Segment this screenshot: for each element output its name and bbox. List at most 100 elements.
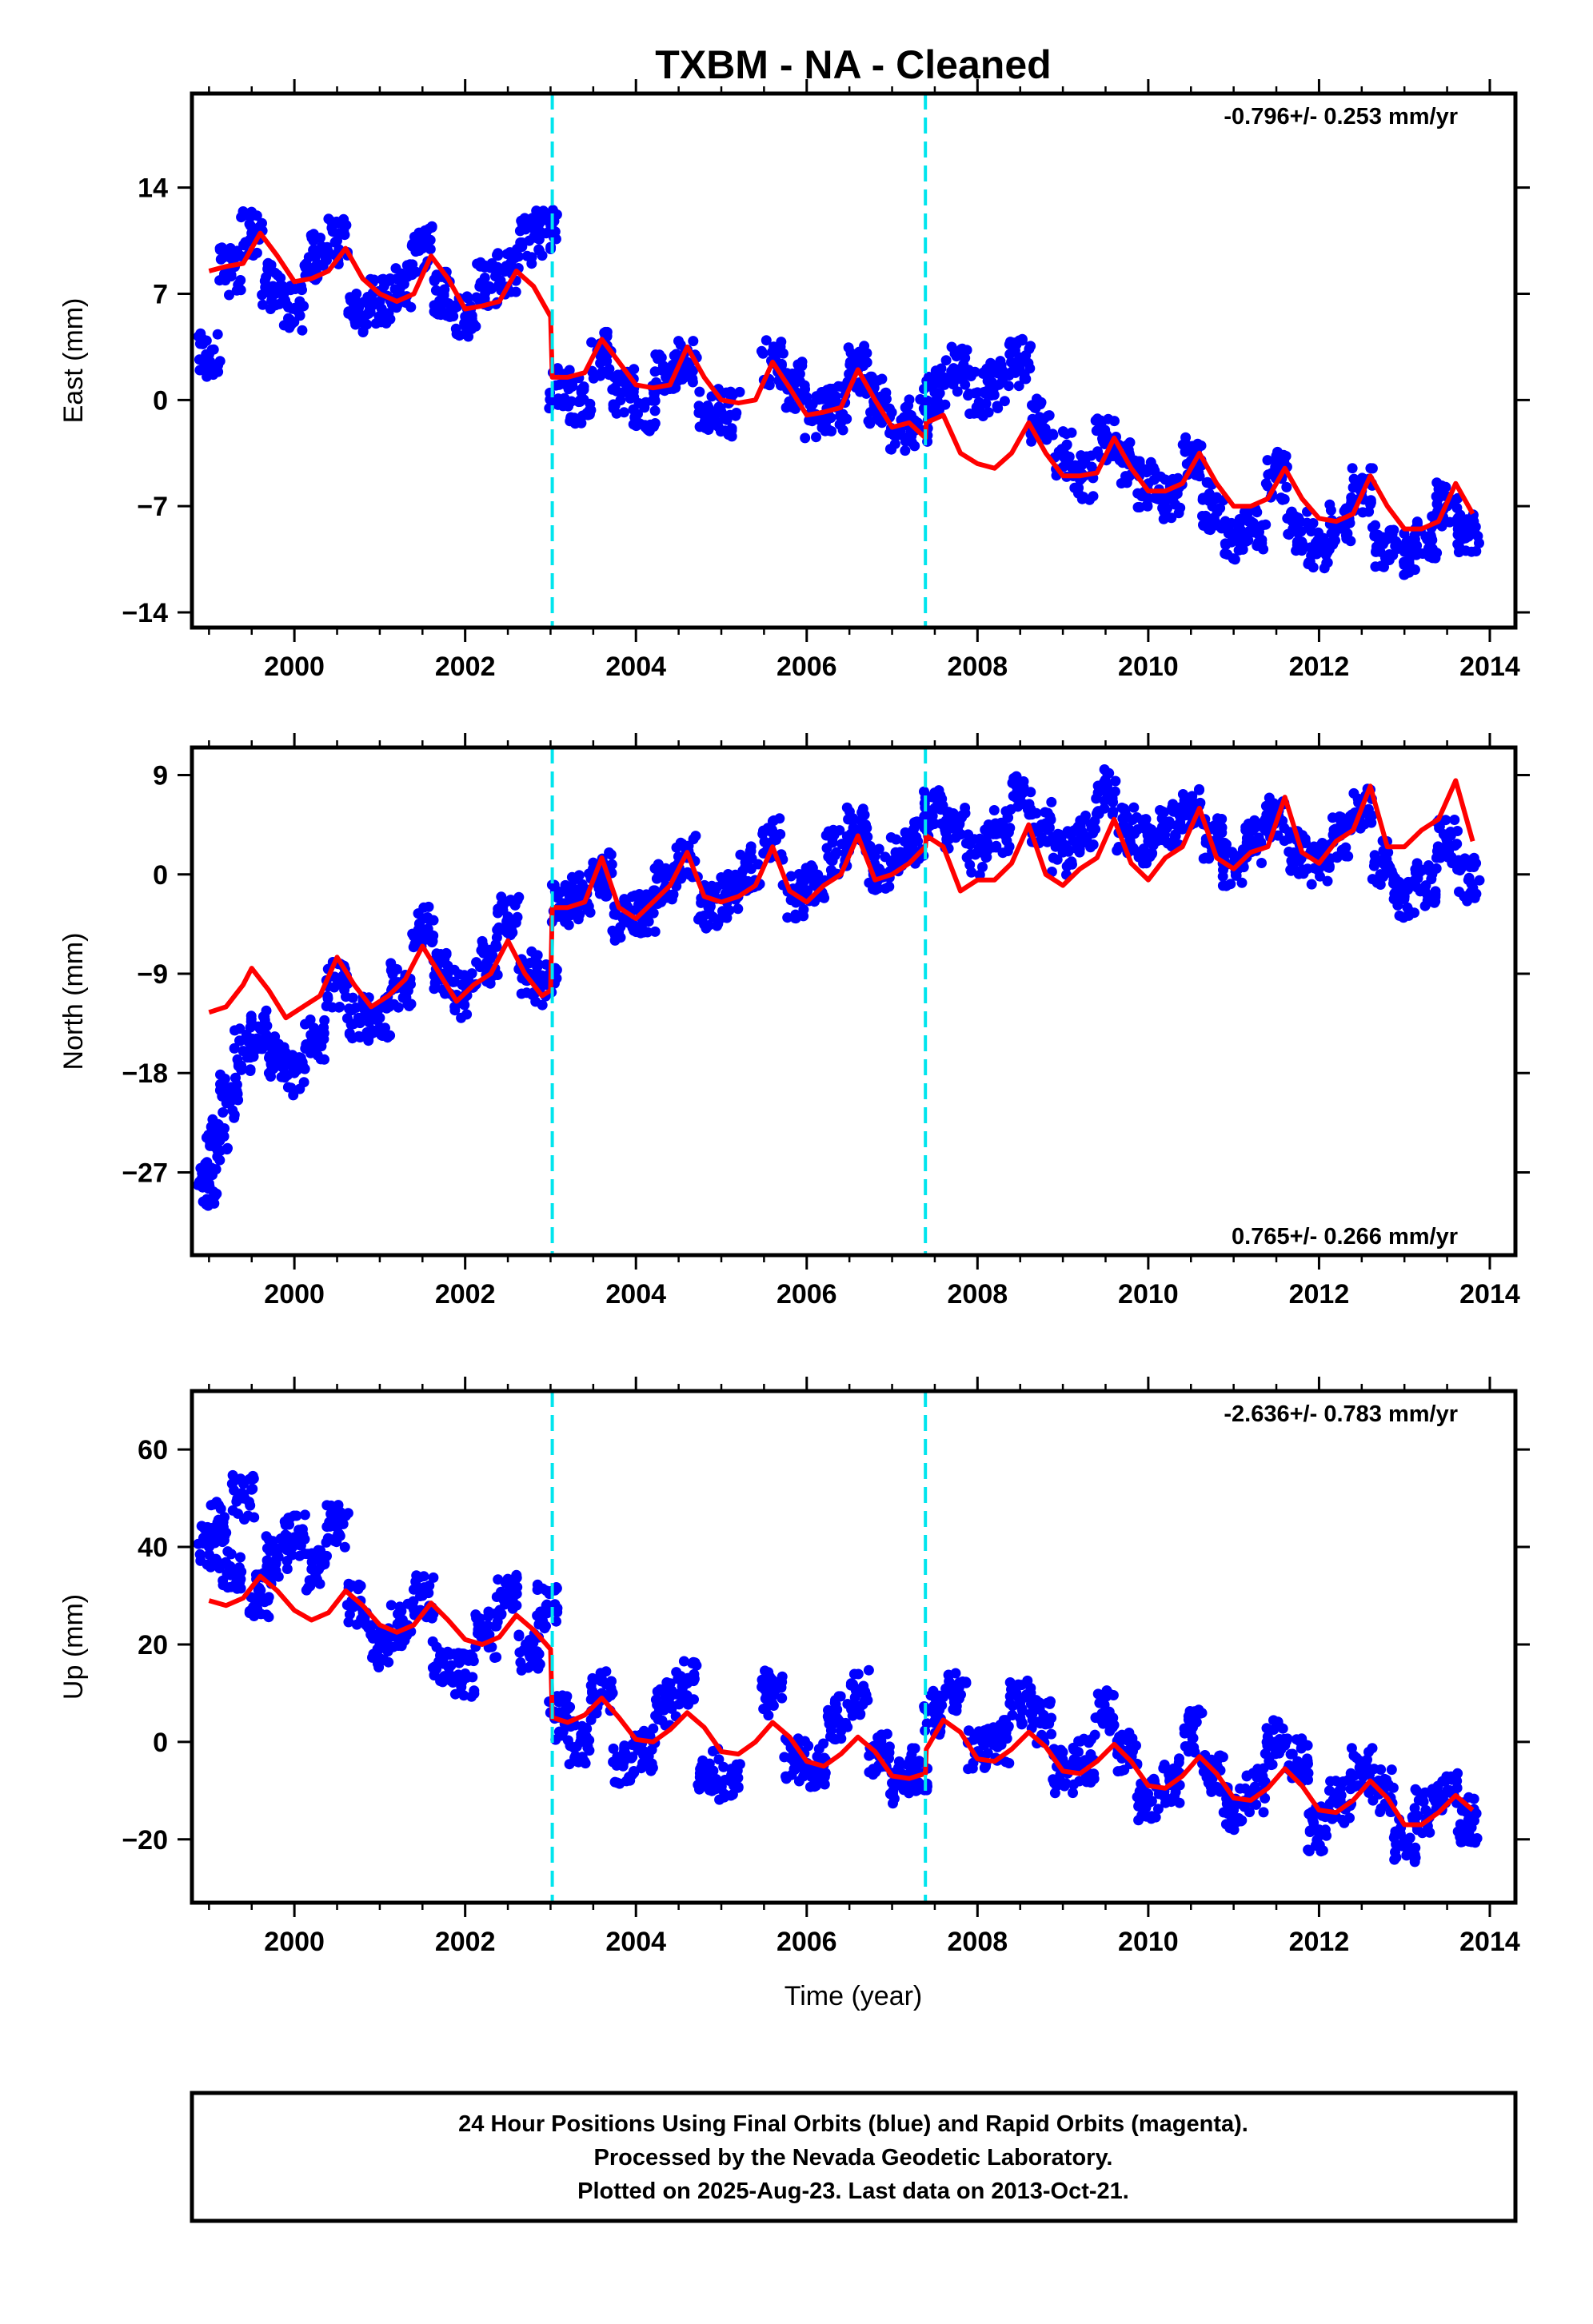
data-point-cloud [787,369,797,379]
data-point-cloud [1204,854,1214,864]
data-point-cloud [900,445,910,456]
data-point-cloud [826,413,836,423]
data-point-cloud [1116,1766,1127,1776]
data-point-cloud [644,1751,654,1761]
data-point-cloud [1058,426,1068,436]
data-point-cloud [1284,529,1294,540]
data-point-cloud [1178,789,1188,799]
data-point-cloud [1075,1736,1085,1747]
data-point-cloud [561,1691,572,1701]
data-point-cloud [727,425,737,436]
data-point-cloud [1296,526,1306,536]
data-point-cloud [644,1761,654,1772]
data-point-cloud [983,1724,993,1734]
data-point-cloud [493,280,504,290]
data-point-cloud [346,1019,357,1030]
data-point-cloud [1307,879,1317,890]
data-point-cloud [1321,550,1331,560]
data-point-cloud [791,913,801,923]
data-point-cloud [587,1673,597,1684]
data-point-cloud [458,1655,469,1665]
data-point-cloud [928,1703,938,1713]
data-point-cloud [964,1725,974,1736]
data-point-cloud [814,1744,824,1754]
data-point-cloud [1371,541,1382,552]
data-point-cloud [198,339,208,349]
data-point-cloud [218,1107,228,1118]
data-point-cloud [790,1764,800,1775]
data-point-cloud [439,1671,449,1681]
data-point-cloud [287,1550,297,1561]
data-point-cloud [565,416,575,426]
data-point-cloud [1008,791,1019,801]
data-point-cloud [407,259,417,269]
data-point-cloud [634,889,645,899]
data-point-cloud [1410,564,1420,575]
data-point-cloud [203,1183,214,1194]
data-point-cloud [615,395,625,405]
data-point-cloud [405,302,416,313]
data-point-cloud [260,1015,270,1026]
data-point-cloud [1071,484,1081,494]
data-point-cloud [305,1048,316,1058]
data-point-cloud [1274,1748,1284,1759]
data-point-cloud [489,1652,500,1663]
data-point-cloud [1159,514,1169,524]
data-point-cloud [483,1612,493,1622]
data-point-cloud [249,1611,259,1621]
data-point-cloud [1264,816,1274,827]
data-point-cloud [333,1003,344,1013]
data-point-cloud [461,1009,472,1019]
data-point-cloud [308,245,318,255]
data-point-cloud [1022,1676,1032,1686]
data-point-cloud [1194,784,1204,795]
data-point-cloud [824,391,834,401]
data-point-cloud [798,904,808,915]
data-point-cloud [1261,478,1272,488]
data-point-cloud [365,307,376,317]
data-point-cloud [1430,896,1440,907]
data-point-cloud [567,872,577,883]
data-point-cloud [1016,1717,1027,1728]
data-point-cloud [208,369,218,380]
data-point-cloud [321,1001,332,1011]
data-point-cloud [511,918,521,928]
data-point-cloud [1277,495,1288,505]
x-tick-label: 2012 [1289,652,1350,682]
data-point-cloud [505,896,515,907]
data-point-cloud [1430,553,1440,564]
data-point-cloud [1100,425,1110,435]
data-point-cloud [377,1030,388,1041]
data-point-cloud [860,810,870,820]
data-point-cloud [222,1569,233,1579]
data-point-cloud [289,303,300,313]
data-point-cloud [1007,366,1017,377]
data-point-cloud [254,221,265,232]
data-point-cloud [300,1549,310,1559]
data-point-cloud [246,1485,257,1495]
data-point-cloud [914,1756,924,1766]
data-point-cloud [371,1649,381,1660]
data-point-cloud [880,883,891,894]
data-point-cloud [1094,808,1104,819]
data-point-cloud [1104,1726,1115,1736]
data-point-cloud [1043,808,1053,819]
data-point-cloud [584,1745,594,1756]
x-tick-label: 2010 [1118,652,1179,682]
data-point-cloud [414,919,425,929]
data-point-cloud [513,251,524,261]
data-point-cloud [974,397,984,408]
data-point-cloud [584,405,594,416]
data-point-cloud [1137,846,1148,856]
data-point-cloud [213,329,223,340]
data-point-cloud [690,1657,701,1668]
data-point-cloud [282,1564,293,1574]
data-point-cloud [224,1090,234,1101]
data-point-cloud [225,253,235,263]
data-point-cloud [498,905,509,915]
data-point-cloud [461,325,472,336]
data-point-cloud [523,1663,533,1673]
data-point-cloud [319,1054,329,1065]
data-point-cloud [1125,437,1136,448]
